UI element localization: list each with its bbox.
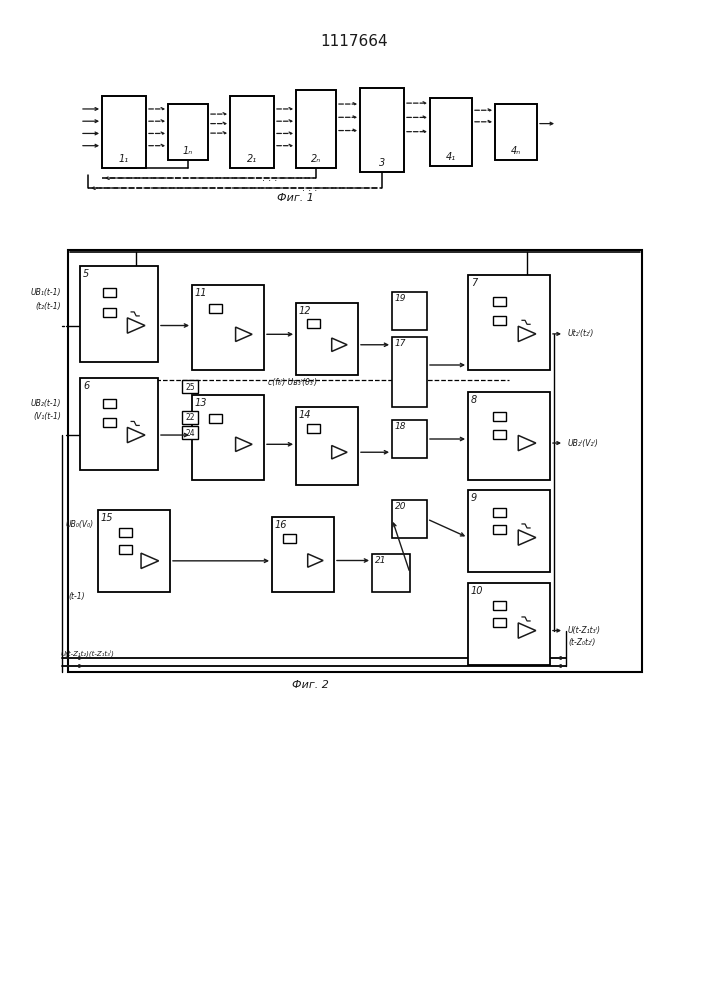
Text: UВ₂(t-1): UВ₂(t-1) [30,399,61,408]
Bar [392,500,427,538]
Text: . . .: . . . [262,173,278,183]
Text: (t-Z₀t₂ᴵ): (t-Z₀t₂ᴵ) [568,638,595,647]
Text: 25: 25 [185,382,195,391]
Text: c(f₆ᴵ) Uв₃ᴵ(θ₃ᴵ): c(f₆ᴵ) Uв₃ᴵ(θ₃ᴵ) [268,378,317,387]
Text: 10: 10 [471,586,484,596]
Text: 3: 3 [379,158,385,168]
Bar [307,319,320,328]
Text: UВ₂ᴵ(V₂ᴵ): UВ₂ᴵ(V₂ᴵ) [568,439,599,448]
Text: 17: 17 [395,339,407,348]
Text: UВ₁(t-1): UВ₁(t-1) [30,288,61,297]
Bar [392,292,427,330]
Bar [182,426,198,439]
Bar [468,583,550,665]
Bar [119,528,132,537]
Bar [272,517,334,592]
Text: 24: 24 [185,428,195,438]
Bar [307,424,320,433]
Text: . . .: . . . [303,183,317,193]
Bar [372,554,410,592]
Bar [493,412,506,421]
Text: Фиг. 1: Фиг. 1 [276,193,313,203]
Bar [392,420,427,458]
Bar [430,98,472,166]
Text: 8: 8 [471,395,477,405]
Bar [119,545,132,554]
Bar [192,285,264,370]
Bar [392,337,427,407]
Bar [360,88,404,172]
Bar [283,534,296,542]
Text: (t-1): (t-1) [68,591,85,600]
Bar [495,104,537,160]
Bar [168,104,208,160]
Bar [296,90,336,168]
Text: 15: 15 [101,513,114,523]
Bar [468,490,550,572]
Bar [182,380,198,393]
Text: 2₁: 2₁ [247,154,257,164]
Bar [209,414,221,423]
Bar [493,508,506,517]
Bar [493,430,506,439]
Text: 20: 20 [395,502,407,511]
Text: 9: 9 [471,493,477,503]
Text: 6: 6 [83,381,89,391]
Bar [68,250,642,672]
Bar [80,266,158,362]
Bar [493,297,506,306]
Text: UВ₀(V₀): UВ₀(V₀) [66,520,94,529]
Bar [296,407,358,485]
Bar [80,378,158,470]
Text: 1117664: 1117664 [320,34,388,49]
Text: Фиг. 2: Фиг. 2 [291,680,329,690]
Bar [103,288,116,297]
Bar [192,395,264,480]
Bar [493,316,506,325]
Bar [493,525,506,534]
Bar [493,601,506,610]
Text: 14: 14 [299,410,312,420]
Text: 21: 21 [375,556,387,565]
Bar [230,96,274,168]
Text: 18: 18 [395,422,407,431]
Bar [103,308,116,317]
Bar [468,275,550,370]
Bar [103,399,116,408]
Text: (V₁(t-1): (V₁(t-1) [33,412,61,421]
Text: 19: 19 [395,294,407,303]
Text: U(t-Z₁t₂)(t-Z₁t₃ᴵ): U(t-Z₁t₂)(t-Z₁t₃ᴵ) [61,649,115,657]
Bar [103,418,116,427]
Bar [98,510,170,592]
Bar [182,411,198,424]
Text: 11: 11 [195,288,207,298]
Text: U(t-Z₁t₃ᴵ): U(t-Z₁t₃ᴵ) [568,626,601,635]
Text: 13: 13 [195,398,207,408]
Text: 16: 16 [275,520,288,530]
Bar [296,303,358,375]
Text: (t₂(t-1): (t₂(t-1) [35,302,61,311]
Bar [493,618,506,627]
Text: Ut₂ᴵ(t₂ᴵ): Ut₂ᴵ(t₂ᴵ) [568,329,595,338]
Text: 1ₙ: 1ₙ [183,146,193,156]
Bar [468,392,550,480]
Text: 2ₙ: 2ₙ [311,154,321,164]
Bar [209,304,221,313]
Text: 5: 5 [83,269,89,279]
Text: 4ₙ: 4ₙ [511,146,521,156]
Text: 7: 7 [471,278,477,288]
Text: 4₁: 4₁ [446,152,456,162]
Bar [102,96,146,168]
Text: 12: 12 [299,306,312,316]
Text: 1₁: 1₁ [119,154,129,164]
Text: 22: 22 [185,414,194,422]
